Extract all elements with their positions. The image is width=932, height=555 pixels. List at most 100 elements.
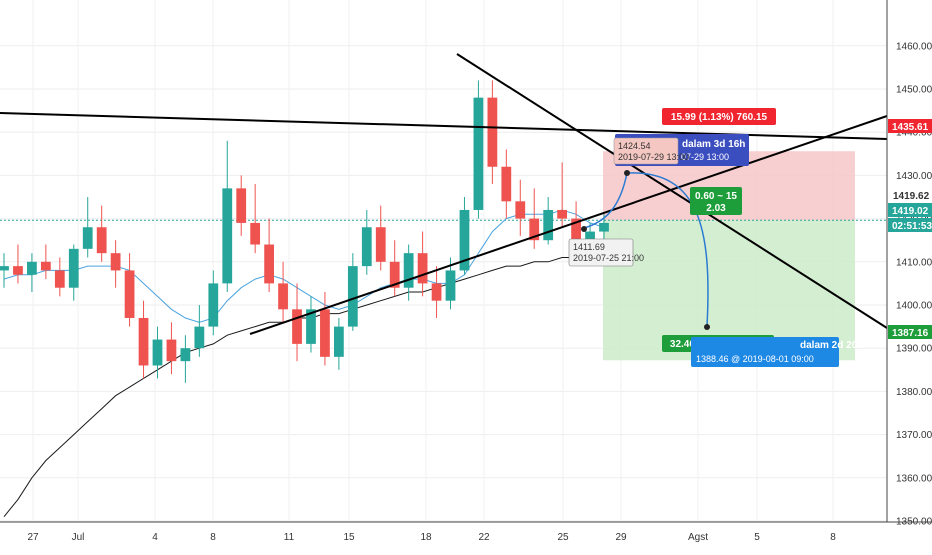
current-price-text: 1419.02: [892, 206, 929, 217]
ratio-tag-line2: 2.03: [706, 203, 726, 214]
candle-body[interactable]: [375, 227, 386, 262]
target-down-price-tag: 1387.16: [888, 325, 932, 339]
candle-body[interactable]: [529, 218, 540, 241]
x-tick-label: 15: [343, 532, 355, 543]
forecast-up-sub: 07-29 13:00: [681, 152, 729, 162]
candle-body[interactable]: [571, 218, 581, 245]
x-tick-label: 11: [284, 532, 295, 543]
candles-group: [0, 80, 609, 383]
candle-body[interactable]: [208, 283, 219, 327]
forecast-point-target[interactable]: [704, 324, 710, 330]
trendline-ascending[interactable]: [249, 115, 888, 335]
y-tick-label: 1450.00: [896, 85, 932, 96]
moving-average-lines: [3, 209, 605, 518]
candle-body[interactable]: [152, 339, 163, 366]
candle-body[interactable]: [27, 261, 37, 275]
trendline-descending[interactable]: [456, 53, 888, 329]
candle-body[interactable]: [361, 227, 372, 267]
candle-body[interactable]: [599, 222, 609, 232]
candle-body[interactable]: [320, 309, 330, 357]
candle-body[interactable]: [557, 209, 568, 219]
candle-body[interactable]: [585, 231, 595, 245]
target-up-price-tag: 1435.61: [888, 119, 932, 133]
candle-body[interactable]: [13, 266, 23, 275]
candle-body[interactable]: [236, 188, 247, 223]
target-down-price-text: 1387.16: [892, 328, 929, 339]
high-note-price: 1424.54: [618, 141, 651, 151]
candle-body[interactable]: [306, 309, 316, 344]
high-note-date: 2019-07-29 13:00: [618, 152, 689, 162]
x-tick-label: 27: [27, 532, 39, 543]
candle-body[interactable]: [194, 326, 205, 349]
x-tick-label: 4: [152, 532, 158, 543]
candle-body[interactable]: [82, 227, 93, 249]
x-tick-label: 22: [478, 532, 490, 543]
forecast-down-tag[interactable]: dalam 2d 20h 1388.46 @ 2019-08-01 09:00: [691, 337, 863, 367]
y-tick-label: 1460.00: [896, 41, 932, 52]
x-tick-label: Agst: [688, 532, 708, 543]
current-price-tag: 1419.02: [888, 203, 932, 217]
candle-body[interactable]: [264, 244, 274, 284]
low-note-price: 1411.69: [573, 242, 605, 252]
countdown-text: 02:51:53: [892, 221, 932, 232]
candle-body[interactable]: [543, 209, 554, 241]
stop-tag[interactable]: 15.99 (1.13%) 760.15: [662, 108, 776, 125]
candle-body[interactable]: [250, 222, 261, 245]
ratio-tag[interactable]: 0.60 ~ 15 2.03: [690, 187, 742, 215]
candle-body[interactable]: [138, 317, 149, 366]
candle-body[interactable]: [96, 227, 107, 254]
candle-body[interactable]: [389, 261, 400, 288]
forecast-down-title: dalam 2d 20h: [800, 340, 863, 351]
candle-body[interactable]: [501, 166, 512, 202]
y-tick-label: 1440.00: [896, 128, 932, 139]
y-axis: 1350.001360.001370.001380.001390.001400.…: [886, 0, 932, 528]
low-note[interactable]: 1411.69 2019-07-25 21:00: [568, 238, 644, 267]
candle-body[interactable]: [334, 326, 344, 357]
candle-body[interactable]: [431, 283, 442, 301]
candle-body[interactable]: [222, 188, 233, 284]
y-tick-label: 1360.00: [896, 473, 932, 484]
y-tick-label: 1370.00: [896, 430, 932, 441]
candle-body[interactable]: [292, 309, 302, 344]
candle-body[interactable]: [347, 266, 358, 327]
high-note[interactable]: 1424.54 2019-07-29 13:00: [613, 137, 689, 165]
forecast-point-low[interactable]: [581, 226, 587, 232]
candle-body[interactable]: [54, 270, 65, 288]
candle-body[interactable]: [124, 270, 135, 318]
candle-body[interactable]: [40, 261, 51, 271]
candle-body[interactable]: [166, 339, 177, 362]
candle-body[interactable]: [417, 253, 428, 284]
y-tick-label: 1400.00: [896, 301, 932, 312]
stop-tag-text: 15.99 (1.13%) 760.15: [671, 112, 768, 123]
forecast-point-high[interactable]: [624, 170, 630, 176]
candle-body[interactable]: [180, 348, 191, 362]
forecast-down-sub: 1388.46 @ 2019-08-01 09:00: [696, 354, 814, 364]
x-axis: 27 Jul 4 8 11 15 18 22 25 29 Agst 5 8: [0, 521, 932, 543]
low-note-date: 2019-07-25 21:00: [573, 253, 644, 263]
candle-body[interactable]: [403, 253, 414, 288]
candle-body[interactable]: [0, 266, 9, 271]
candle-body[interactable]: [473, 97, 484, 210]
candle-body[interactable]: [515, 201, 526, 219]
forecast-up-title: dalam 3d 16h: [682, 139, 745, 150]
candle-body[interactable]: [445, 270, 456, 301]
x-tick-label: 5: [754, 532, 760, 543]
y-tick-label: 1390.00: [896, 344, 932, 355]
candle-body[interactable]: [278, 283, 288, 310]
ma-slow-line: [3, 252, 604, 518]
forecast-up-arrow: [583, 172, 628, 229]
y-tick-label: 1430.00: [896, 171, 932, 182]
candle-body[interactable]: [110, 253, 121, 271]
y-tick-label: 1410.00: [896, 257, 932, 268]
candle-body[interactable]: [68, 248, 79, 288]
x-tick-label: Jul: [72, 532, 85, 543]
x-tick-label: 29: [615, 532, 627, 543]
last-price-text: 1419.62: [893, 191, 930, 202]
y-tick-label: 1380.00: [896, 387, 932, 398]
candle-body[interactable]: [459, 209, 470, 271]
candle-body[interactable]: [487, 97, 498, 167]
target-up-price-text: 1435.61: [892, 122, 929, 133]
x-tick-label: 8: [830, 532, 836, 543]
